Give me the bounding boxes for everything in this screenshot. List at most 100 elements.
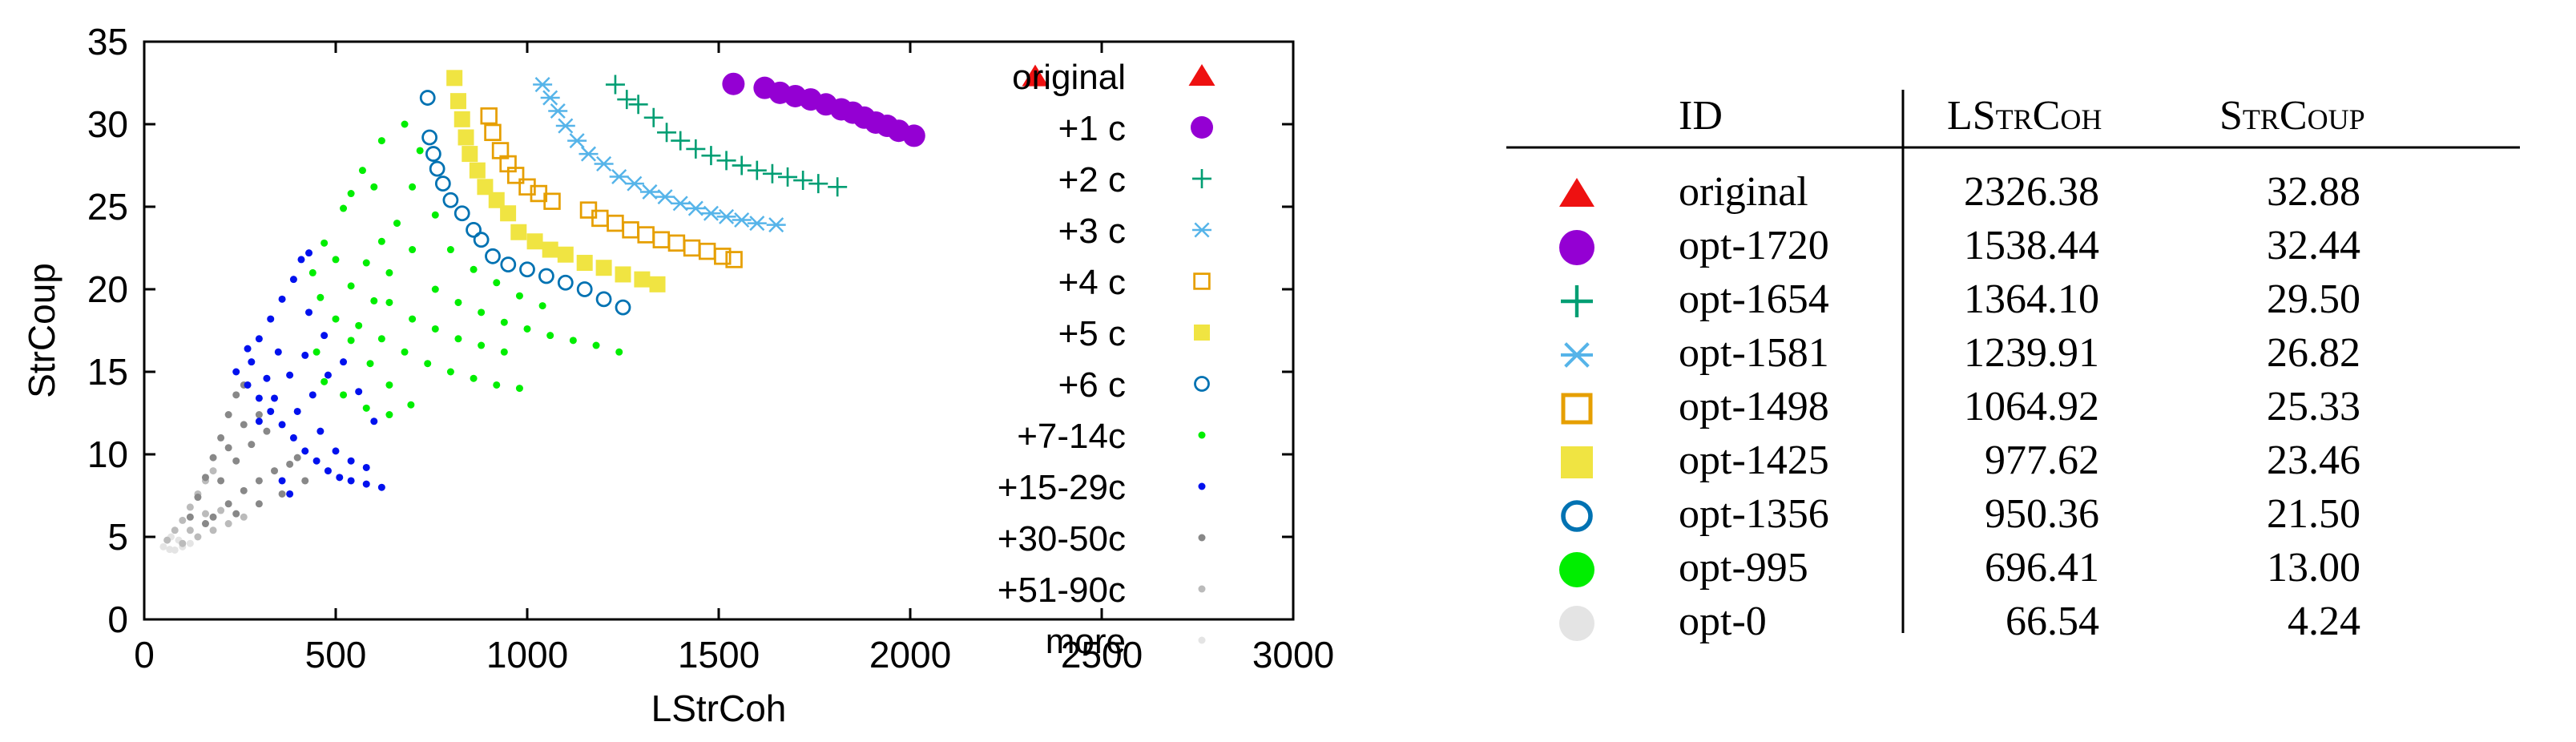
row-marker xyxy=(1559,230,1594,265)
legend-label: +30-50c xyxy=(998,519,1126,559)
legend-marker xyxy=(1198,534,1206,542)
data-point xyxy=(519,261,535,278)
data-point xyxy=(232,368,240,376)
data-point xyxy=(255,394,263,402)
data-point xyxy=(493,381,501,389)
data-point xyxy=(446,246,454,254)
data-point xyxy=(347,457,355,465)
data-point xyxy=(159,542,167,550)
data-point xyxy=(576,281,593,297)
data-point xyxy=(324,467,332,475)
data-point xyxy=(470,265,478,273)
data-point xyxy=(340,204,348,212)
data-point xyxy=(722,72,745,95)
data-point xyxy=(301,447,309,455)
x-tick-label: 500 xyxy=(305,634,367,675)
data-point xyxy=(347,477,355,485)
data-point xyxy=(308,391,316,399)
cell-lstrcoh: 696.41 xyxy=(1985,545,2099,591)
data-point xyxy=(179,539,187,547)
data-point xyxy=(480,107,498,125)
data-point xyxy=(289,276,297,284)
data-point xyxy=(667,234,686,252)
data-point xyxy=(278,477,286,485)
data-point xyxy=(454,111,470,127)
x-axis-label: LStrCoh xyxy=(651,688,787,729)
data-point xyxy=(278,421,286,429)
legend-marker xyxy=(1198,482,1206,490)
data-point xyxy=(293,407,301,415)
data-point xyxy=(336,474,344,482)
legend-label: +2 c xyxy=(1058,160,1126,200)
table-lines-and-markers xyxy=(1506,90,2520,641)
data-point xyxy=(424,360,432,368)
data-point xyxy=(747,160,767,180)
data-point xyxy=(224,411,232,419)
legend-label: original xyxy=(1012,58,1126,97)
data-point xyxy=(244,345,252,353)
cell-strcoup: 32.88 xyxy=(2267,169,2360,215)
data-point xyxy=(385,411,393,419)
data-point xyxy=(232,391,240,399)
data-point xyxy=(255,417,263,425)
data-point xyxy=(649,276,666,292)
data-point xyxy=(419,90,436,106)
data-point xyxy=(362,463,370,471)
data-point xyxy=(347,337,355,345)
data-point xyxy=(523,325,531,333)
data-point xyxy=(431,285,439,293)
data-point xyxy=(297,256,305,264)
data-point xyxy=(263,374,271,382)
cell-strcoup: 25.33 xyxy=(2267,384,2360,429)
cell-id: opt-1498 xyxy=(1679,384,1829,429)
data-point xyxy=(409,246,417,254)
data-point xyxy=(263,427,271,435)
data-point xyxy=(312,457,320,465)
data-point xyxy=(267,315,275,323)
series-9 xyxy=(186,381,309,528)
data-point xyxy=(515,292,523,300)
data-point xyxy=(546,332,554,340)
legend-label: +4 c xyxy=(1058,263,1126,302)
series-7 xyxy=(308,120,623,419)
header-id: ID xyxy=(1679,93,1723,139)
data-point xyxy=(434,175,451,192)
data-point xyxy=(401,348,409,356)
data-point xyxy=(209,526,217,534)
legend-label: +3 c xyxy=(1058,212,1126,251)
data-point xyxy=(171,546,179,554)
row-marker xyxy=(1561,285,1593,317)
data-point xyxy=(595,260,612,276)
data-point xyxy=(320,377,329,385)
data-point xyxy=(683,239,701,257)
legend-label: +15-29c xyxy=(998,468,1126,507)
data-point xyxy=(478,308,486,317)
legend-marker xyxy=(1192,169,1211,188)
legend-label: +7-14c xyxy=(1017,417,1126,456)
data-point xyxy=(209,513,217,521)
legend-marker xyxy=(1194,376,1210,392)
data-point xyxy=(488,192,505,208)
data-point xyxy=(828,177,848,197)
data-point xyxy=(652,231,671,248)
cell-lstrcoh: 977.62 xyxy=(1985,438,2099,483)
cell-strcoup: 13.00 xyxy=(2267,545,2360,591)
data-point xyxy=(267,407,275,415)
y-tick-label: 25 xyxy=(87,186,128,228)
data-point xyxy=(477,179,494,196)
data-point xyxy=(762,163,782,183)
data-point xyxy=(320,332,329,340)
data-point xyxy=(362,404,370,412)
data-point xyxy=(286,371,294,379)
legend-marker xyxy=(1198,431,1206,439)
data-point xyxy=(533,77,553,93)
data-point xyxy=(316,427,325,435)
data-point xyxy=(255,335,263,343)
cell-id: opt-1356 xyxy=(1679,491,1829,537)
data-point xyxy=(484,123,502,142)
data-point xyxy=(548,103,568,119)
legend-marker xyxy=(1198,636,1206,644)
data-point xyxy=(179,516,187,524)
data-point xyxy=(578,146,599,162)
data-point xyxy=(526,233,543,250)
